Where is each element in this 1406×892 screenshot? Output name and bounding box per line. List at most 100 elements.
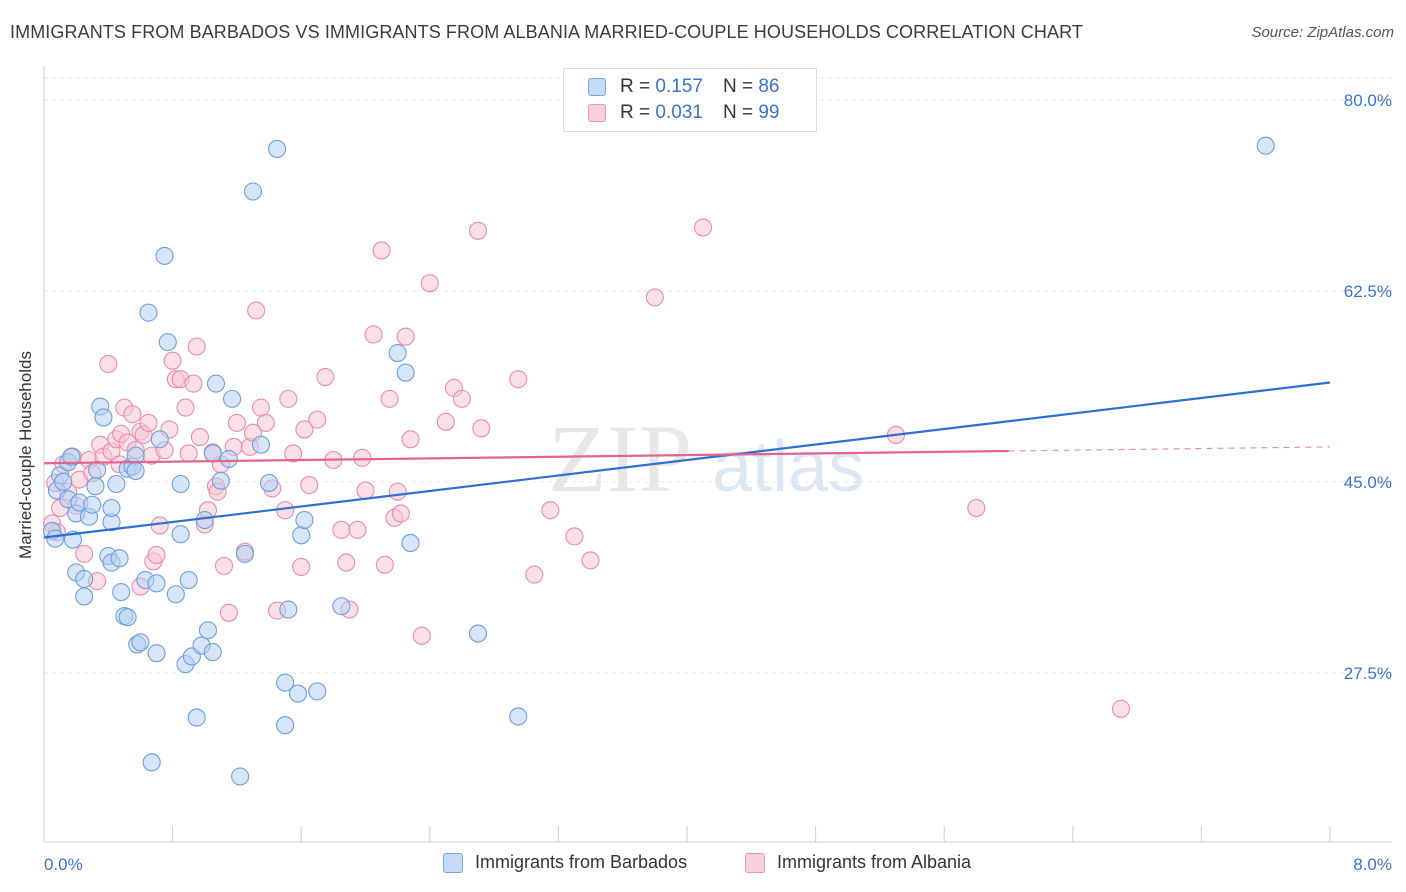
albania-point (219, 603, 238, 622)
legend-item-albania[interactable]: Immigrants from Albania (745, 852, 971, 873)
albania-trend-extension (1008, 446, 1331, 452)
barbados-point (468, 624, 488, 643)
albania-point (75, 544, 94, 563)
barbados-point (231, 767, 250, 786)
albania-point (412, 626, 431, 645)
albania-point (380, 389, 399, 408)
barbados-point (142, 753, 161, 772)
albania-point (337, 553, 356, 572)
barbados-point (235, 544, 254, 563)
barbados-point (126, 461, 145, 480)
r-value-barbados: 0.157 (655, 76, 703, 97)
grid-layer (44, 77, 1392, 674)
barbados-point (158, 333, 177, 352)
barbados-point (211, 471, 230, 490)
albania-point (139, 413, 158, 432)
albania-point (645, 288, 664, 307)
n-label: N = (722, 76, 754, 97)
barbados-point (75, 569, 94, 589)
albania-point (247, 301, 266, 320)
barbados-point (206, 374, 226, 393)
barbados-point (86, 477, 105, 496)
barbados-point (112, 583, 131, 602)
albania-point (292, 557, 311, 577)
barbados-point (147, 574, 166, 593)
series-legend: Immigrants from Barbados Immigrants from… (0, 852, 1406, 878)
r-label: R = (620, 102, 651, 123)
y-tick-label: 45.0% (1344, 473, 1392, 492)
barbados-point (295, 510, 314, 530)
barbados-point (87, 460, 107, 479)
barbados-point (139, 303, 158, 322)
albania-point (364, 325, 383, 344)
albania-legend-swatch (745, 852, 765, 873)
barbados-trend-line (43, 381, 1331, 539)
barbados-point (268, 139, 287, 158)
albania-point (1111, 699, 1131, 718)
barbados-point (102, 498, 121, 518)
albania-point (150, 516, 169, 535)
albania-point (694, 218, 713, 237)
barbados-point (46, 529, 65, 548)
albania-point (525, 565, 544, 584)
barbados-point (332, 597, 351, 616)
albania-point (967, 498, 986, 518)
legend-item-barbados[interactable]: Immigrants from Barbados (443, 852, 687, 873)
albania-point (472, 419, 491, 438)
albania-point (256, 413, 275, 432)
barbados-point (203, 643, 222, 662)
barbados-point (155, 246, 174, 265)
albania-point (316, 368, 335, 387)
albania-point (581, 551, 600, 570)
albania-point (123, 405, 142, 424)
stats-legend: R = 0.157 N = 86 R = 0.031 N = 99 (563, 68, 817, 132)
albania-point (279, 389, 298, 408)
barbados-points (42, 136, 1275, 786)
albania-point (147, 545, 166, 565)
albania-point (356, 481, 375, 500)
barbados-point (110, 549, 129, 568)
albania-points (42, 218, 1131, 718)
legend-label-barbados: Immigrants from Barbados (475, 852, 688, 872)
albania-point (541, 501, 560, 520)
albania-point (187, 337, 206, 356)
y-tick-label: 27.5% (1344, 664, 1392, 683)
albania-point (176, 398, 195, 417)
n-value-albania: 99 (758, 102, 780, 123)
barbados-point (171, 474, 190, 494)
watermark-atlas: atlas (712, 427, 864, 507)
barbados-point (279, 600, 298, 619)
barbados-point (1256, 136, 1275, 155)
barbados-point (219, 449, 238, 468)
albania-point (391, 504, 410, 523)
barbados-point (150, 430, 169, 449)
barbados-point (62, 447, 81, 466)
albania-point (300, 476, 319, 495)
barbados-point (292, 526, 311, 545)
albania-point (251, 398, 271, 417)
watermark: ZIP atlas (548, 405, 864, 512)
y-tick-label: 80.0% (1344, 91, 1392, 110)
albania-point (396, 327, 415, 346)
barbados-point (166, 585, 185, 604)
barbados-point (94, 408, 113, 427)
albania-point (388, 482, 407, 501)
stats-row-barbados: R = 0.157 N = 86 (588, 74, 779, 100)
chart-title: IMMIGRANTS FROM BARBADOS VS IMMIGRANTS F… (10, 22, 1083, 42)
albania-trend-line (43, 449, 1009, 465)
barbados-point (243, 182, 263, 201)
albania-point (99, 354, 118, 374)
albania-point (565, 527, 584, 546)
albania-point (163, 351, 182, 370)
barbados-point (147, 644, 166, 663)
albania-point (284, 444, 303, 463)
albania-swatch (588, 104, 606, 122)
barbados-point (203, 444, 222, 463)
albania-point (420, 274, 439, 293)
trend-lines (43, 381, 1331, 539)
barbados-point (509, 707, 528, 726)
barbados-point (179, 571, 198, 590)
albania-point (452, 389, 472, 408)
stats-row-albania: R = 0.031 N = 99 (588, 100, 779, 126)
